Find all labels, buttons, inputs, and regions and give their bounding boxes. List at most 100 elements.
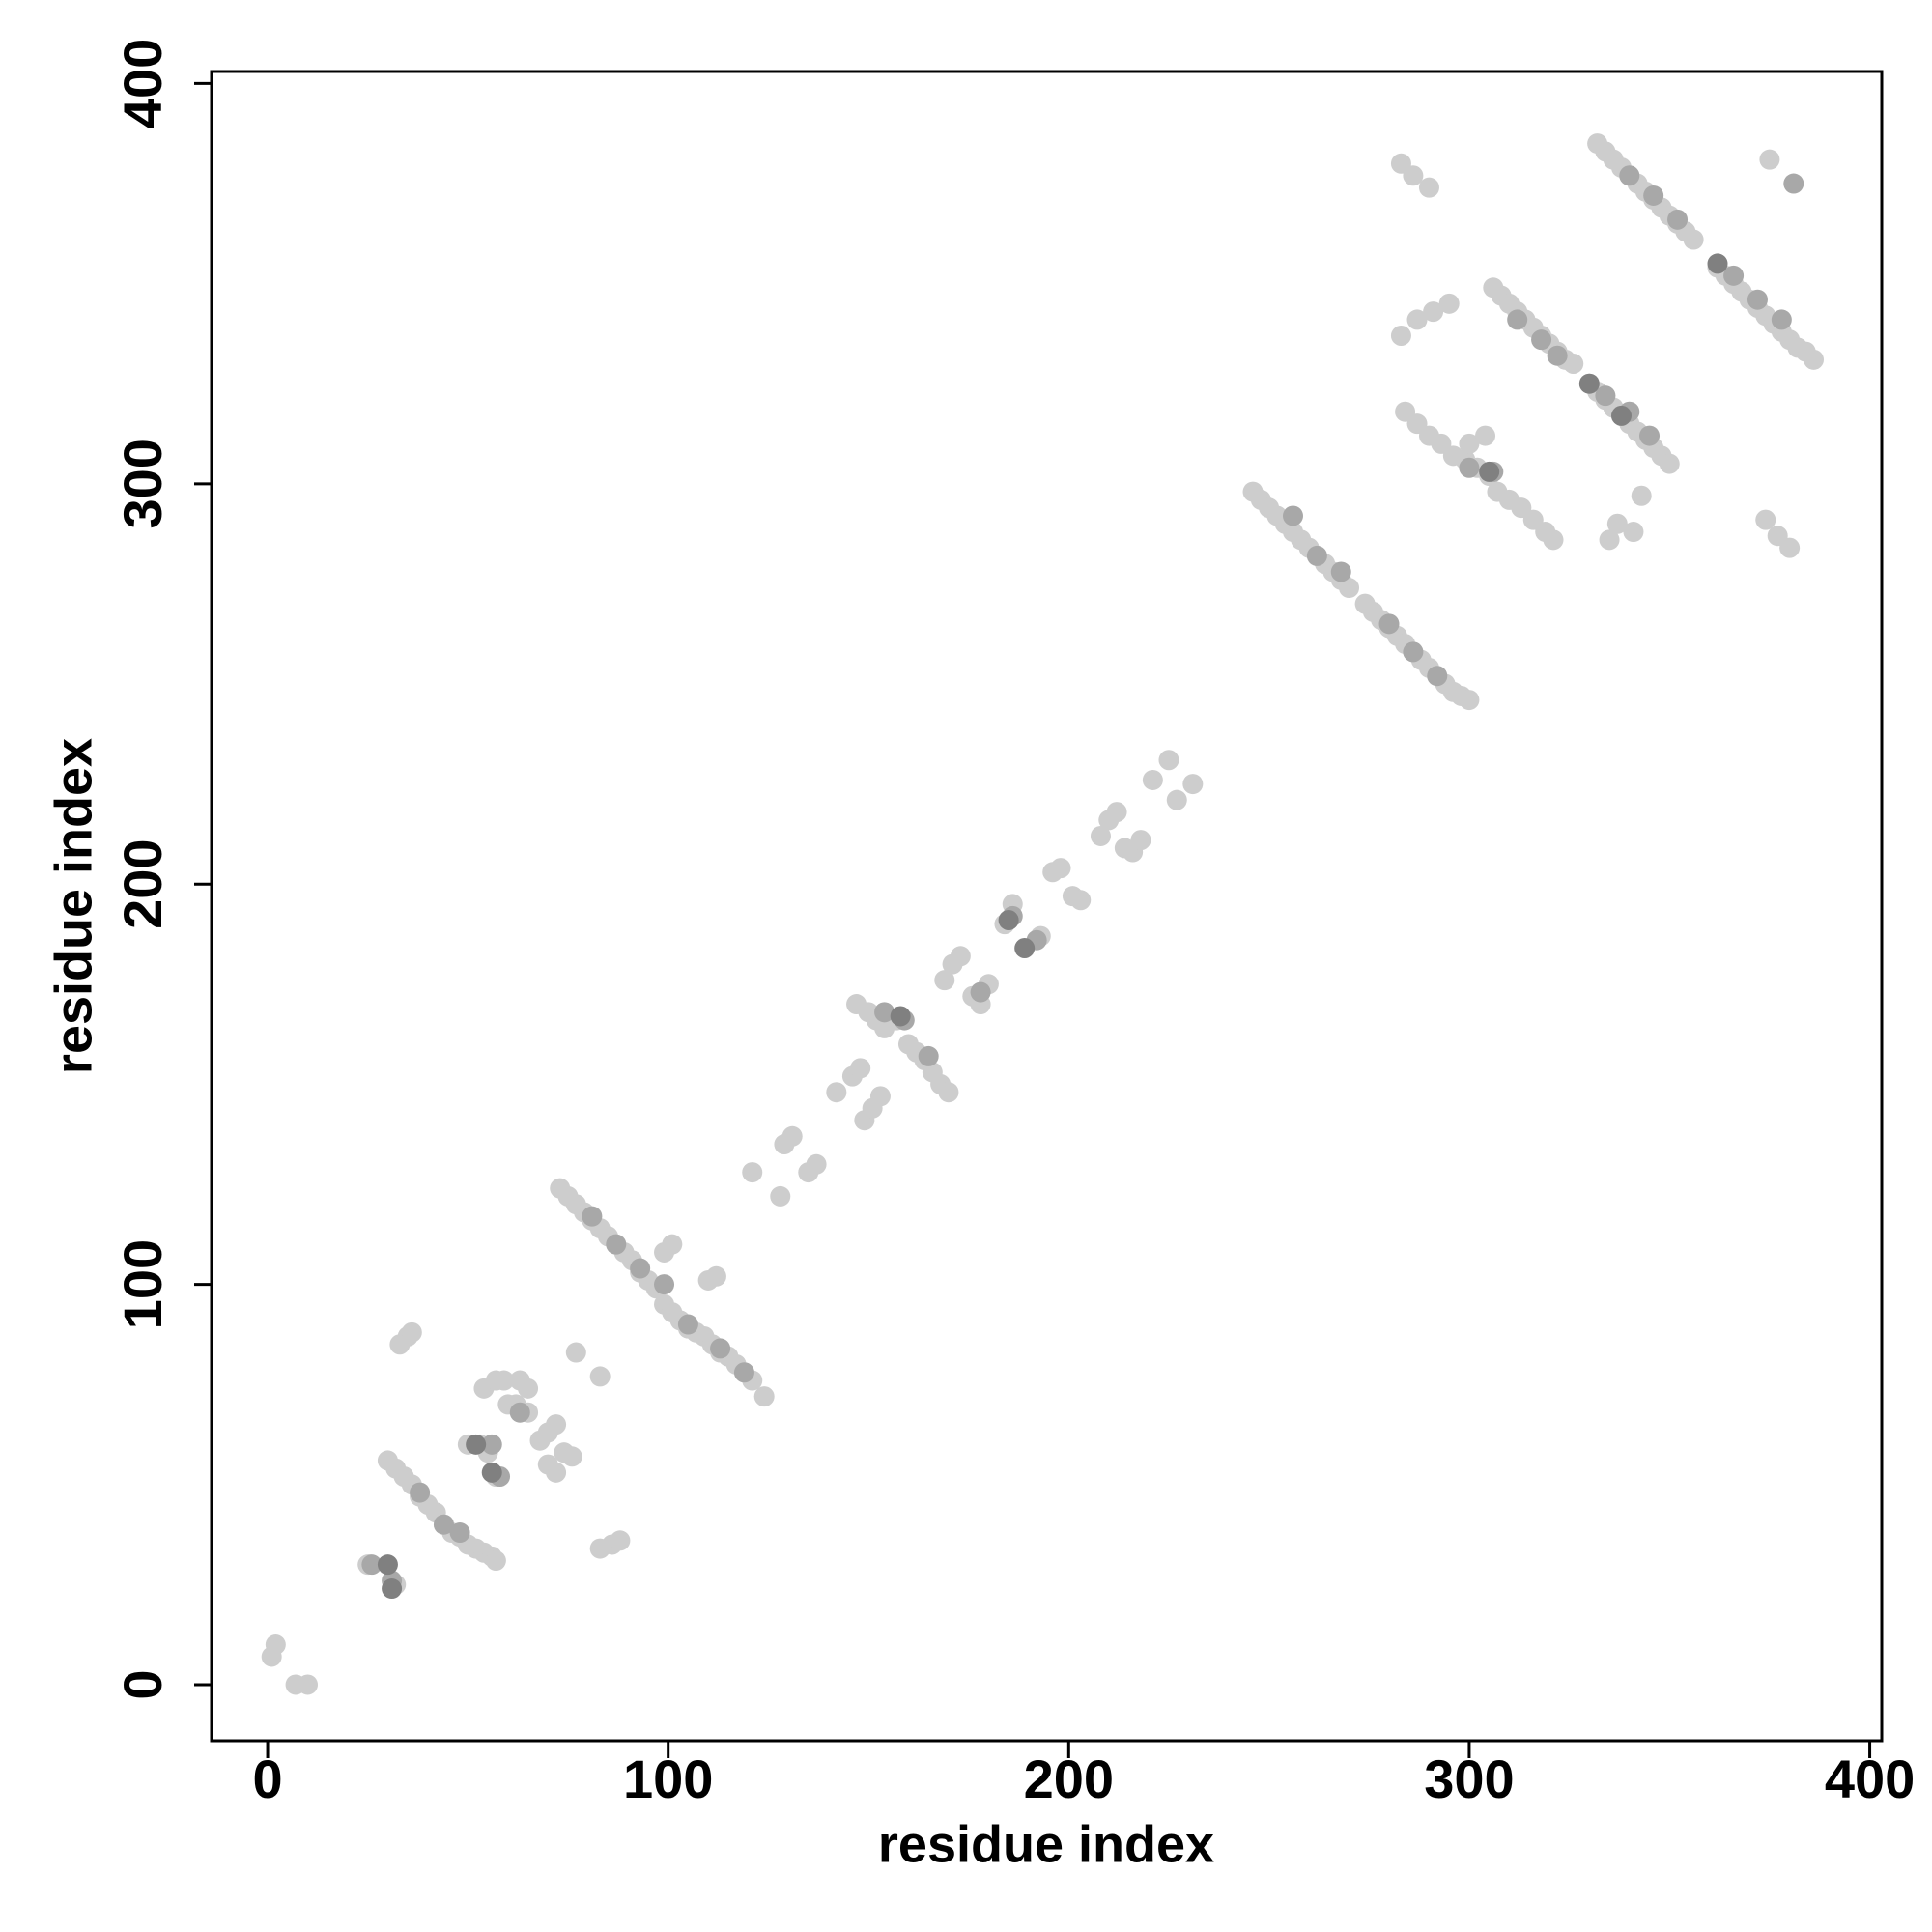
point [1619,165,1640,186]
y-tick-label: 400 [112,39,173,128]
point [1378,613,1400,635]
point [565,1342,586,1363]
point [582,1206,603,1227]
point [1595,385,1616,407]
point [1339,578,1360,599]
point [589,1366,611,1387]
point [938,1082,959,1103]
point [1475,425,1496,446]
point [298,1674,319,1695]
point [1070,890,1092,911]
point [630,1258,651,1279]
point [705,1265,726,1287]
point [1804,349,1825,370]
point [377,1554,398,1576]
point [850,1058,871,1079]
point [654,1274,675,1295]
point [466,1434,487,1455]
point [1130,830,1151,851]
point [1723,265,1745,286]
point [1459,457,1480,478]
point [1182,774,1204,795]
point [1578,373,1600,394]
point [481,1462,502,1483]
y-tick-label: 300 [112,439,173,528]
point [1563,354,1584,375]
point [1610,405,1632,426]
point [485,1550,506,1572]
point [1282,505,1303,526]
point [1479,461,1500,482]
x-tick-label: 400 [1825,1748,1915,1809]
x-tick-label: 300 [1424,1748,1514,1809]
point [481,1434,502,1455]
point [890,1006,911,1027]
point [494,1370,515,1391]
point [1403,641,1424,663]
point [1667,209,1689,230]
point [1747,289,1768,310]
point [1606,513,1628,534]
point [1531,329,1552,351]
point [918,1045,939,1066]
point [401,1321,422,1343]
point [1631,485,1652,506]
point [950,946,971,967]
point [770,1185,791,1207]
point [1507,309,1528,330]
point [1683,229,1704,250]
point [1599,529,1620,551]
point [1459,690,1480,711]
point [1090,825,1111,846]
point [1406,309,1428,330]
y-tick-label: 0 [112,1669,173,1699]
x-axis-label: residue index [878,1815,1214,1873]
point [1771,309,1792,330]
x-tick-label: 100 [623,1748,713,1809]
y-tick-label: 200 [112,838,173,928]
point [869,1086,891,1107]
point [742,1162,763,1183]
y-tick-label: 100 [112,1239,173,1329]
point [518,1378,539,1399]
point [1543,529,1564,551]
point [1158,750,1179,771]
point [1418,177,1439,198]
point [1643,185,1664,206]
point [1755,509,1776,530]
point [677,1314,698,1335]
point [546,1414,567,1435]
point [1106,802,1127,823]
point [1014,938,1036,959]
y-axis-label: residue index [44,738,102,1074]
point [733,1362,754,1383]
point [1423,301,1444,323]
point [781,1125,803,1147]
point [1438,293,1460,314]
point [1759,149,1780,170]
point [874,1002,895,1023]
point [261,1646,282,1667]
point [606,1234,627,1255]
point [1390,325,1411,346]
point [382,1578,403,1600]
point [509,1402,530,1423]
point [806,1153,827,1175]
point [662,1234,683,1255]
point [449,1522,470,1544]
point [546,1462,567,1483]
point [1459,433,1480,454]
point [826,1082,847,1103]
point [433,1514,454,1535]
point [934,970,955,991]
point [1403,165,1424,186]
point [1783,173,1804,194]
x-tick-label: 200 [1024,1748,1114,1809]
point [1779,537,1801,558]
point [1639,425,1661,446]
point [1623,522,1644,543]
point [1050,858,1071,879]
